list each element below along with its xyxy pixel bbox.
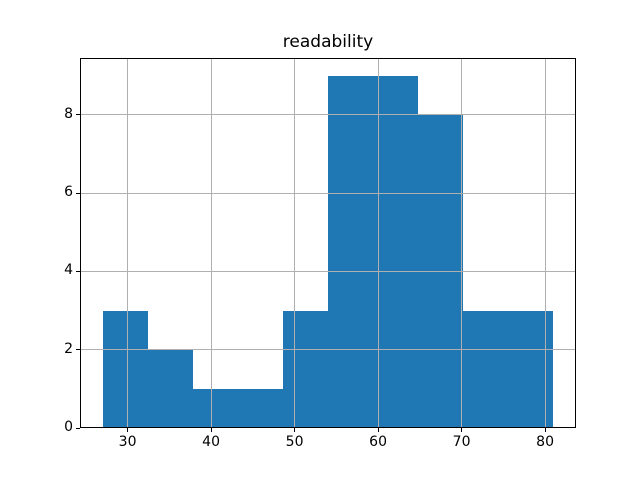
x-tick-mark [461, 428, 463, 432]
x-tick-mark [377, 428, 379, 432]
y-tick-label: 8 [64, 105, 73, 122]
histogram-bar [373, 75, 419, 428]
y-tick-label: 6 [64, 184, 73, 201]
y-tick-label: 4 [64, 262, 73, 279]
y-tick-mark [76, 270, 80, 272]
plot-area [80, 58, 576, 428]
y-tick-mark [76, 349, 80, 351]
y-tick-mark [76, 192, 80, 194]
x-tick-mark [544, 428, 546, 432]
histogram-bar [237, 388, 283, 428]
gridline-vertical [210, 58, 212, 428]
gridline-vertical [544, 58, 546, 428]
x-tick-label: 70 [452, 434, 471, 450]
gridline-vertical [377, 58, 379, 428]
gridline-horizontal [80, 114, 576, 116]
y-tick-mark [76, 427, 80, 429]
x-tick-label: 30 [118, 434, 137, 450]
histogram-bar [508, 310, 554, 428]
histogram-bar [463, 310, 509, 428]
gridline-vertical [461, 58, 463, 428]
x-tick-label: 80 [536, 434, 554, 450]
x-tick-mark [127, 428, 129, 432]
x-tick-label: 40 [202, 434, 220, 450]
x-tick-mark [210, 428, 212, 432]
histogram-bar [102, 310, 148, 428]
gridline-vertical [127, 58, 129, 428]
y-tick-label: 0 [64, 419, 73, 435]
chart-title: readability [282, 32, 374, 52]
axes-spines [80, 58, 576, 428]
gridline-horizontal [80, 192, 576, 194]
y-tick-label: 2 [64, 340, 73, 357]
histogram-bar [282, 310, 328, 428]
gridline-vertical [294, 58, 296, 428]
gridline-horizontal [80, 349, 576, 351]
gridline-horizontal [80, 270, 576, 272]
y-tick-mark [76, 114, 80, 116]
histogram-bar [192, 388, 238, 428]
x-tick-mark [294, 428, 296, 432]
x-tick-label: 60 [369, 434, 387, 450]
histogram-bar [147, 349, 193, 428]
x-tick-label: 50 [285, 434, 304, 450]
histogram-bar [328, 75, 374, 428]
